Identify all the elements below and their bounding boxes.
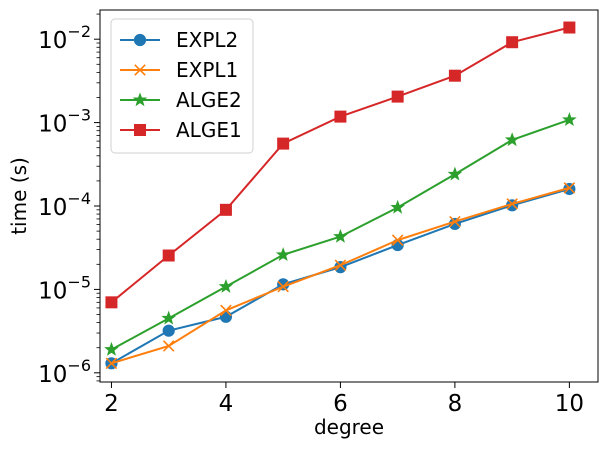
data-point-expl1 [105, 357, 118, 370]
data-point-expl1 [391, 234, 404, 246]
data-point-alge1 [105, 296, 118, 309]
legend-item-alge1: ALGE1 [120, 118, 242, 142]
y-tick-label: 10−2 [38, 22, 91, 54]
plot-frame [99, 9, 599, 383]
series-line-expl1 [111, 186, 570, 365]
legend-marker-alge1 [134, 124, 146, 136]
y-tick-label: 10−5 [38, 272, 91, 304]
legend-item-expl1: EXPL1 [120, 58, 238, 82]
legend-item-expl2: EXPL2 [120, 28, 238, 52]
data-point-expl1 [220, 304, 232, 317]
y-tick-label: 10−3 [38, 106, 91, 138]
axes-ticks: 2 4 6 8 10 10−6 10−5 10−4 10−3 10−2 [38, 13, 584, 417]
data-point-alge2 [333, 228, 348, 243]
plot-series [104, 21, 577, 370]
data-point-alge2 [161, 310, 176, 325]
x-tick-label: 4 [219, 391, 234, 417]
y-axis-label: time (s) [7, 157, 31, 235]
data-point-alge2 [390, 199, 405, 214]
legend-marker-expl1 [134, 64, 146, 76]
data-point-expl1 [563, 182, 576, 194]
data-point-expl2 [162, 324, 175, 337]
legend-marker-alge2 [132, 92, 148, 107]
series-expl1 [105, 182, 576, 370]
legend-box [110, 18, 254, 154]
legend-label-alge1: ALGE1 [176, 118, 242, 142]
data-point-expl1 [506, 198, 518, 210]
data-point-alge2 [562, 112, 577, 127]
x-tick-label: 6 [333, 391, 348, 417]
x-tick-label: 8 [448, 391, 463, 417]
series-alge1 [105, 21, 576, 309]
data-point-alge1 [563, 21, 576, 34]
data-point-alge2 [218, 278, 234, 293]
series-alge2 [104, 112, 577, 356]
data-point-alge1 [277, 137, 290, 150]
series-line-expl2 [110, 188, 570, 365]
data-point-alge1 [506, 36, 519, 49]
data-point-alge2 [104, 341, 119, 356]
data-point-alge1 [391, 90, 404, 103]
y-tick-label: 10−4 [38, 189, 91, 221]
data-point-alge2 [275, 247, 291, 261]
legend: EXPL2 EXPL1 ALGE2 ALGE1 [110, 18, 254, 154]
data-point-expl1 [277, 280, 289, 293]
legend-marker-expl2 [133, 33, 147, 47]
data-point-expl1 [449, 215, 461, 228]
legend-label-expl2: EXPL2 [176, 28, 238, 52]
data-point-alge1 [448, 69, 461, 82]
x-tick-label: 2 [104, 391, 119, 417]
x-axis-label: degree [314, 415, 384, 439]
legend-item-alge2: ALGE2 [120, 88, 242, 112]
legend-label-expl1: EXPL1 [176, 58, 238, 82]
data-point-expl1 [162, 340, 175, 352]
data-point-alge1 [162, 249, 175, 262]
y-tick-label: 10−6 [38, 356, 91, 388]
x-tick-label: 10 [555, 391, 584, 417]
data-point-alge1 [219, 203, 232, 216]
data-point-alge2 [504, 132, 520, 147]
legend-label-alge2: ALGE2 [176, 88, 242, 112]
data-point-alge2 [447, 166, 463, 181]
data-point-alge1 [334, 110, 347, 123]
data-point-expl1 [334, 259, 347, 271]
